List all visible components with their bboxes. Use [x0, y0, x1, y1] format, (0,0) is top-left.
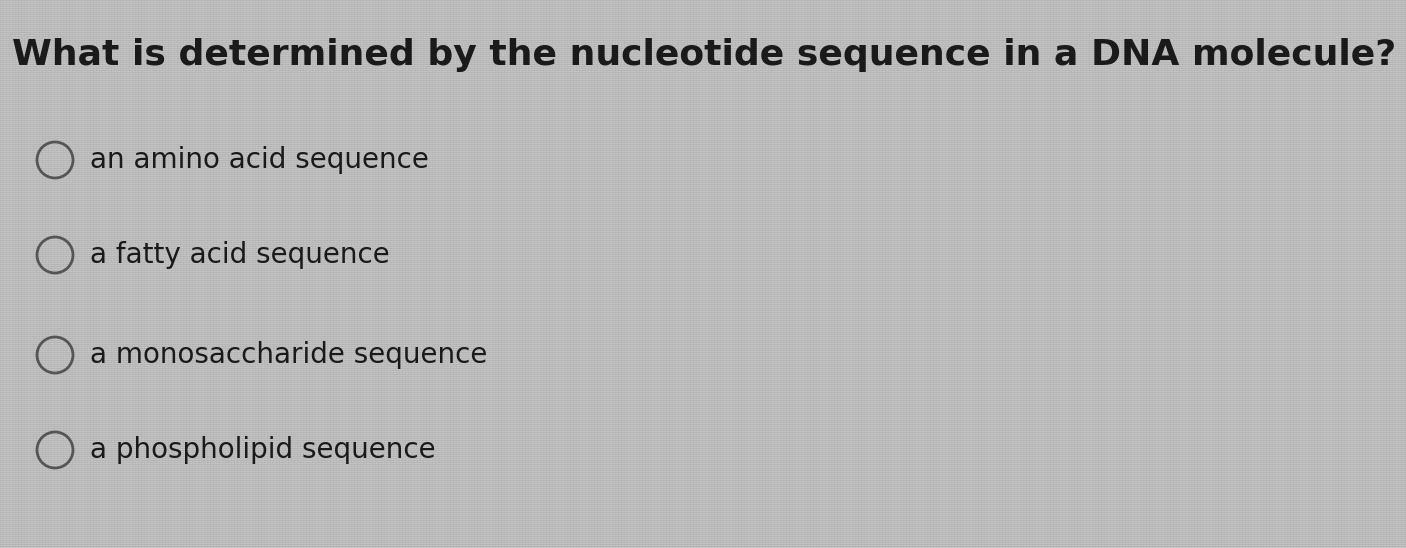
Text: an amino acid sequence: an amino acid sequence: [90, 146, 429, 174]
Text: What is determined by the nucleotide sequence in a DNA molecule?: What is determined by the nucleotide seq…: [13, 38, 1396, 72]
Text: a monosaccharide sequence: a monosaccharide sequence: [90, 341, 488, 369]
Text: a phospholipid sequence: a phospholipid sequence: [90, 436, 436, 464]
Text: a fatty acid sequence: a fatty acid sequence: [90, 241, 389, 269]
